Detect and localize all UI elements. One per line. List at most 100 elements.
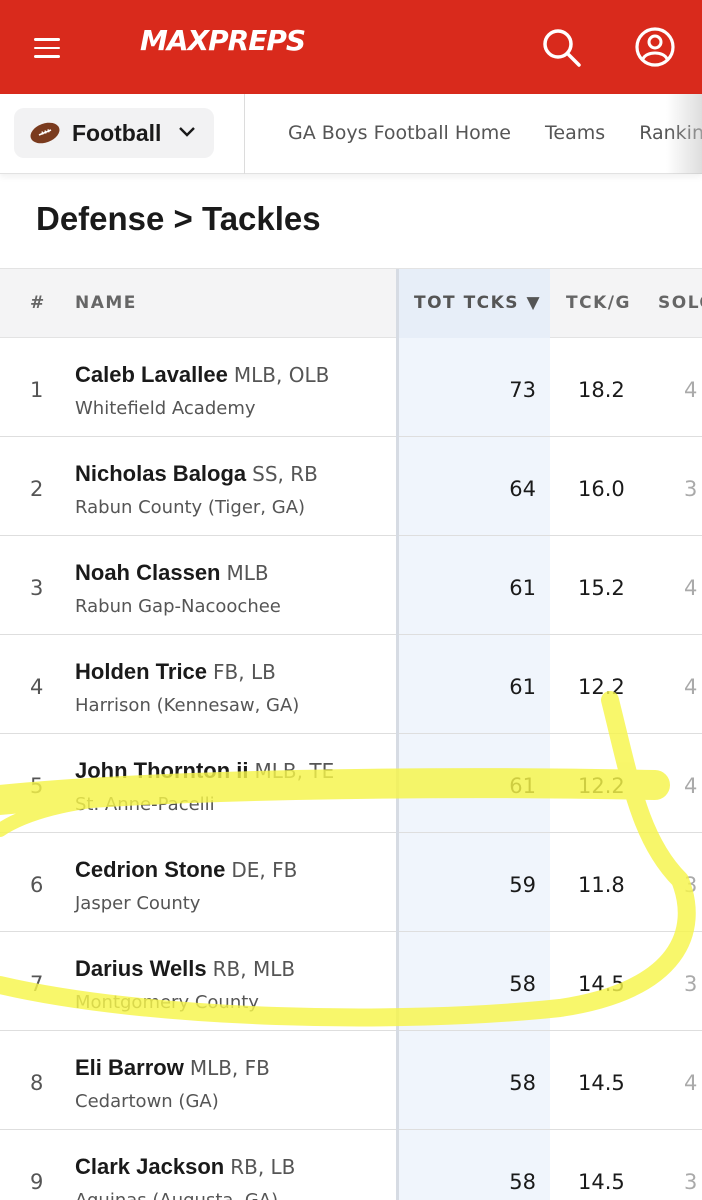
column-divider <box>396 338 399 437</box>
solo-tackles-cell: 3 <box>684 972 698 996</box>
school-name[interactable]: Jasper County <box>75 893 201 914</box>
player-position: DE, FB <box>231 858 298 882</box>
player-position: FB, LB <box>213 660 276 684</box>
maxpreps-logo[interactable]: MAXPREPS <box>140 18 315 74</box>
total-tackles-cell: 59 <box>509 873 536 897</box>
total-tackles-cell: 58 <box>509 1170 536 1194</box>
rank-cell: 8 <box>30 1071 44 1095</box>
player-position: SS, RB <box>252 462 318 486</box>
solo-tackles-cell: 4 <box>684 675 698 699</box>
sorted-column-highlight <box>398 269 550 339</box>
nav-divider <box>244 94 245 174</box>
school-name[interactable]: Aquinas (Augusta, GA) <box>75 1190 278 1200</box>
column-divider <box>396 635 399 734</box>
rank-cell: 3 <box>30 576 44 600</box>
solo-tackles-cell: 4 <box>684 576 698 600</box>
player-position: MLB <box>226 561 269 585</box>
chevron-down-icon <box>179 127 195 137</box>
table-row[interactable]: 1 Caleb Lavallee MLB, OLB Whitefield Academ… <box>0 338 702 437</box>
total-tackles-cell: 64 <box>509 477 536 501</box>
school-name[interactable]: Montgomery County <box>75 992 259 1013</box>
total-tackles-cell: 58 <box>509 972 536 996</box>
school-name[interactable]: Rabun County (Tiger, GA) <box>75 497 306 518</box>
player-name-cell: Eli Barrow MLB, FB <box>75 1055 270 1081</box>
tackles-per-game-cell: 14.5 <box>578 1170 625 1194</box>
tackles-per-game-cell: 16.0 <box>578 477 625 501</box>
sport-label: Football <box>72 119 162 146</box>
solo-tackles-cell: 3 <box>684 1170 698 1194</box>
solo-tackles-cell: 4 <box>684 1071 698 1095</box>
column-divider <box>396 536 399 635</box>
solo-tackles-cell: 4 <box>684 774 698 798</box>
rank-cell: 2 <box>30 477 44 501</box>
table-row[interactable]: 2 Nicholas Baloga SS, RB Rabun County (Tige… <box>0 437 702 536</box>
tackles-per-game-cell: 12.2 <box>578 675 625 699</box>
table-row[interactable]: 7 Darius Wells RB, MLB Montgomery County 58 1… <box>0 932 702 1031</box>
col-name[interactable]: NAME <box>75 293 137 313</box>
player-name-link[interactable]: Eli Barrow <box>75 1055 184 1080</box>
player-position: MLB, TE <box>254 759 335 783</box>
solo-tackles-cell: 3 <box>684 873 698 897</box>
nav-link-home[interactable]: GA Boys Football Home <box>288 122 511 144</box>
school-name[interactable]: Rabun Gap-Nacoochee <box>75 596 281 617</box>
search-icon[interactable] <box>540 26 582 68</box>
table-row[interactable]: 3 Noah Classen MLB Rabun Gap-Nacoochee 61 15.… <box>0 536 702 635</box>
player-name-link[interactable]: Caleb Lavallee <box>75 362 228 387</box>
table-row[interactable]: 8 Eli Barrow MLB, FB Cedartown (GA) 58 14.5 4 <box>0 1031 702 1130</box>
player-position: MLB, OLB <box>233 363 330 387</box>
account-icon[interactable] <box>634 26 676 68</box>
hamburger-icon[interactable] <box>34 38 60 58</box>
table-body: 1 Caleb Lavallee MLB, OLB Whitefield Academ… <box>0 338 702 1200</box>
table-row[interactable]: 6 Cedrion Stone DE, FB Jasper County 59 11.8 3 <box>0 833 702 932</box>
top-header: MAXPREPS <box>0 0 702 94</box>
tackles-per-game-cell: 15.2 <box>578 576 625 600</box>
sport-selector[interactable]: Football <box>14 108 214 158</box>
school-name[interactable]: Harrison (Kennesaw, GA) <box>75 695 300 716</box>
column-divider <box>396 1031 399 1130</box>
solo-tackles-cell: 4 <box>684 378 698 402</box>
rank-cell: 4 <box>30 675 44 699</box>
tackles-per-game-cell: 14.5 <box>578 972 625 996</box>
player-name-link[interactable]: Cedrion Stone <box>75 857 226 882</box>
school-name[interactable]: Whitefield Academy <box>75 398 256 419</box>
solo-tackles-cell: 3 <box>684 477 698 501</box>
column-divider <box>396 833 399 932</box>
player-name-link[interactable]: Holden Trice <box>75 659 208 684</box>
page-title: Defense > Tackles <box>36 200 321 237</box>
col-tot-tcks[interactable]: TOT TCKS ▼ <box>414 293 542 313</box>
table-row[interactable]: 4 Holden Trice FB, LB Harrison (Kennesaw, G… <box>0 635 702 734</box>
tackles-per-game-cell: 11.8 <box>578 873 625 897</box>
player-name-cell: John Thornton ii MLB, TE <box>75 758 334 784</box>
table-row[interactable]: 5 John Thornton ii MLB, TE St. Anne-Pacelli… <box>0 734 702 833</box>
player-position: RB, MLB <box>212 957 296 981</box>
sorted-cell-bg <box>398 1130 550 1200</box>
player-name-cell: Caleb Lavallee MLB, OLB <box>75 362 329 388</box>
player-name-link[interactable]: John Thornton ii <box>75 758 249 783</box>
sorted-cell-bg <box>398 1031 550 1129</box>
school-name[interactable]: St. Anne-Pacelli <box>75 794 215 815</box>
school-name[interactable]: Cedartown (GA) <box>75 1091 219 1112</box>
col-solo[interactable]: SOLO <box>658 293 702 313</box>
sub-navigation: Football GA Boys Football Home Teams Ran… <box>0 94 702 174</box>
rank-cell: 6 <box>30 873 44 897</box>
total-tackles-cell: 58 <box>509 1071 536 1095</box>
rank-cell: 1 <box>30 378 44 402</box>
logo-text: MAXPREPS <box>140 24 306 57</box>
player-name-link[interactable]: Darius Wells <box>75 956 207 981</box>
sorted-cell-bg <box>398 536 550 634</box>
column-divider <box>396 932 399 1031</box>
sorted-cell-bg <box>398 338 550 436</box>
total-tackles-cell: 61 <box>509 576 536 600</box>
tackles-per-game-cell: 14.5 <box>578 1071 625 1095</box>
rank-cell: 5 <box>30 774 44 798</box>
nav-link-teams[interactable]: Teams <box>545 122 606 144</box>
player-name-link[interactable]: Noah Classen <box>75 560 221 585</box>
player-name-link[interactable]: Nicholas Baloga <box>75 461 247 486</box>
player-name-cell: Nicholas Baloga SS, RB <box>75 461 318 487</box>
player-name-link[interactable]: Clark Jackson <box>75 1154 225 1179</box>
col-tck-per-game[interactable]: TCK/G <box>566 293 631 313</box>
player-name-cell: Darius Wells RB, MLB <box>75 956 295 982</box>
rank-cell: 7 <box>30 972 44 996</box>
column-divider <box>396 437 399 536</box>
